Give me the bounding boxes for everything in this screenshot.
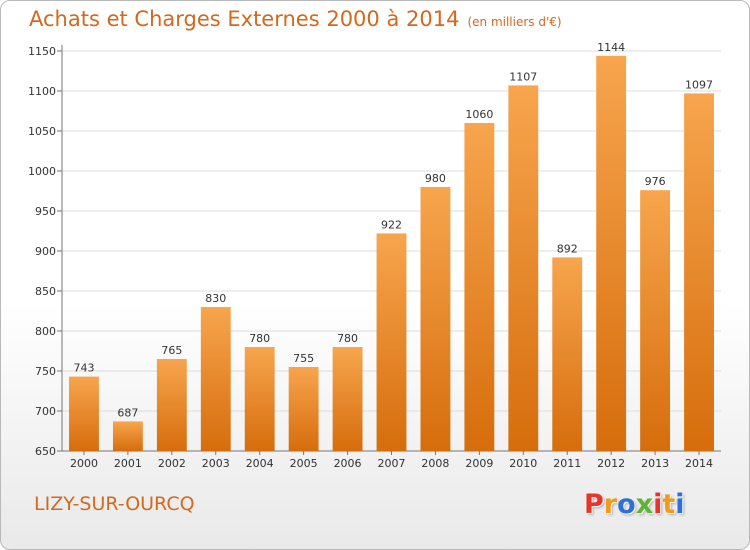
x-tick-label: 2007 [378, 457, 406, 470]
bar-2002 [156, 359, 187, 451]
bar-2005 [288, 367, 319, 451]
bar-2012 [596, 55, 627, 452]
x-tick-label: 2001 [114, 457, 142, 470]
bar-2014 [684, 93, 714, 452]
x-tick-label: 2011 [553, 457, 581, 470]
y-tick-label: 850 [35, 285, 56, 298]
data-label: 1107 [509, 70, 537, 83]
x-tick-label: 2005 [290, 457, 318, 470]
x-tick-label: 2012 [597, 457, 625, 470]
brand-letter: i [653, 489, 663, 520]
bars [69, 55, 714, 452]
data-label: 980 [425, 172, 446, 185]
data-label: 780 [249, 332, 270, 345]
bar-2003 [200, 307, 231, 451]
data-label: 1144 [597, 41, 625, 54]
data-label: 892 [557, 242, 578, 255]
y-tick-label: 1150 [28, 45, 56, 58]
chart-subtitle: (en milliers d'€) [467, 15, 562, 29]
bar-2007 [376, 233, 407, 451]
y-tick-label: 700 [35, 405, 56, 418]
brand-letter: x [635, 489, 654, 520]
brand-letter: i [675, 489, 685, 520]
x-tick-label: 2009 [465, 457, 493, 470]
y-tick-label: 900 [35, 245, 56, 258]
x-tick-label: 2004 [246, 457, 274, 470]
x-tick-label: 2010 [509, 457, 537, 470]
bar-2001 [112, 421, 143, 451]
y-tick-label: 650 [35, 445, 56, 458]
brand-letter: P [584, 489, 604, 520]
x-tick-label: 2003 [202, 457, 230, 470]
brand-letter: t [662, 489, 676, 520]
x-tick-label: 2013 [641, 457, 669, 470]
chart-title: Achats et Charges Externes 2000 à 2014 (e… [29, 7, 562, 31]
x-tick-label: 2006 [334, 457, 362, 470]
bar-2000 [69, 376, 99, 451]
data-label: 1097 [685, 78, 713, 91]
bar-2013 [640, 190, 671, 451]
data-labels: 743 687 765 830 780 755 780 922 980 1060 1107 892 11… [73, 41, 713, 420]
x-tick-label: 2008 [421, 457, 449, 470]
bar-2004 [244, 347, 275, 451]
bar-2009 [464, 123, 495, 451]
chart-title-text: Achats et Charges Externes 2000 à 2014 [29, 7, 460, 31]
y-tick-label: 1100 [28, 85, 56, 98]
y-tick-label: 800 [35, 325, 56, 338]
x-tick-label: 2002 [158, 457, 186, 470]
y-tick-label: 1050 [28, 125, 56, 138]
place-name: LIZY-SUR-OURCQ [34, 493, 195, 515]
y-tick-label: 1000 [28, 165, 56, 178]
bar-2011 [552, 257, 583, 451]
data-label: 830 [205, 292, 226, 305]
brand-letter: r [603, 489, 618, 520]
data-label: 687 [117, 406, 138, 419]
data-label: 1060 [465, 108, 493, 121]
data-label: 922 [381, 218, 402, 231]
data-label: 765 [161, 344, 182, 357]
data-label: 755 [293, 352, 314, 365]
brand-letter: o [617, 489, 636, 520]
x-tick-label: 2014 [685, 457, 713, 470]
data-label: 976 [645, 175, 666, 188]
proxiti-logo: Proxiti [584, 489, 685, 520]
data-label: 780 [337, 332, 358, 345]
data-label: 743 [73, 362, 94, 375]
bar-2010 [508, 85, 539, 452]
bar-2006 [332, 347, 363, 451]
y-tick-label: 950 [35, 205, 56, 218]
y-tick-label: 750 [35, 365, 56, 378]
y-tick-labels: 650 700 750 800 850 900 950 1000 1050 1100 1150 [28, 45, 56, 458]
x-tick-labels: 2000 2001 2002 2003 2004 2005 2006 2007 2008 2009… [70, 457, 713, 470]
x-tick-label: 2000 [70, 457, 98, 470]
bar-2008 [420, 187, 451, 451]
